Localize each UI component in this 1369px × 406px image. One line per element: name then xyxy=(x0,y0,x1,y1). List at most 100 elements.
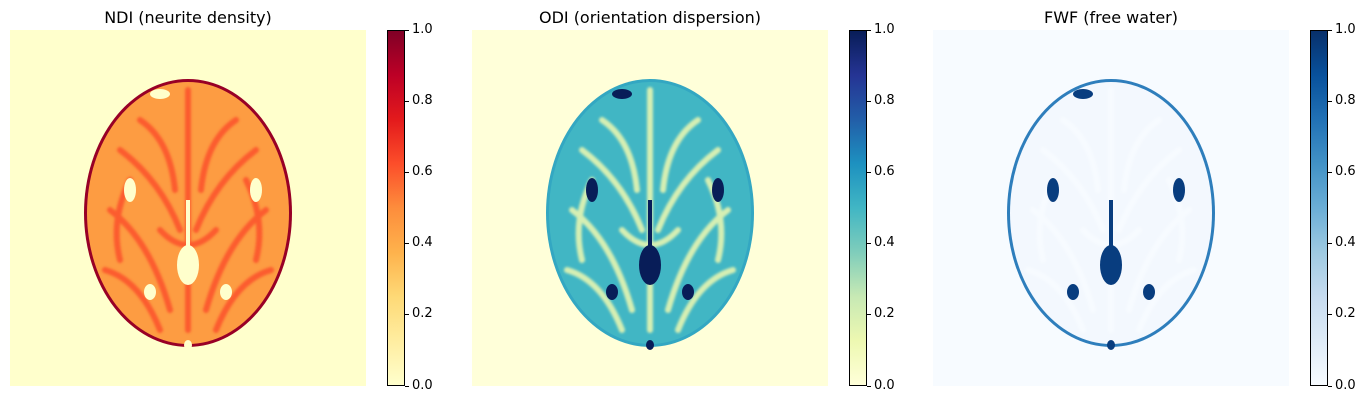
odi-csf-region xyxy=(586,178,598,202)
fwf-tract xyxy=(1116,147,1182,233)
fwf-tick-mark xyxy=(1328,314,1332,316)
ndi-tract xyxy=(243,177,263,263)
fwf-tick-label: 0.8 xyxy=(1335,93,1356,109)
fwf-map-svg xyxy=(933,30,1289,386)
odi-panel: ODI (orientation dispersion) 0.0 0.2 0.4 0.… xyxy=(472,0,895,406)
odi-tract xyxy=(660,117,701,193)
fwf-csf-region xyxy=(1107,340,1115,350)
odi-tick-mark xyxy=(867,172,871,174)
fwf-tick-mark xyxy=(1328,243,1332,245)
ndi-csf-region xyxy=(144,284,156,300)
odi-tick-mark xyxy=(867,101,871,103)
odi-tract xyxy=(579,147,645,233)
odi-tract xyxy=(655,147,721,233)
ndi-tick-label: 0.0 xyxy=(412,377,433,393)
fwf-colorbar-ticks: 0.0 0.2 0.4 0.6 0.8 1.0 xyxy=(1328,22,1368,393)
odi-tract xyxy=(675,267,736,333)
fwf-tick-mark xyxy=(1328,30,1332,31)
odi-colorbar-ticks: 0.0 0.2 0.4 0.6 0.8 1.0 xyxy=(867,22,907,393)
odi-csf-region xyxy=(646,340,654,350)
ndi-csf-region xyxy=(177,245,199,285)
fwf-tick-label: 0.2 xyxy=(1335,306,1356,322)
fwf-tract xyxy=(1025,267,1086,333)
ndi-tick-mark xyxy=(405,101,409,103)
fwf-csf-region xyxy=(1173,178,1185,202)
ndi-csf-region xyxy=(250,178,262,202)
ndi-tick-label: 0.8 xyxy=(412,93,433,109)
odi-csf-region xyxy=(639,245,661,285)
ndi-map xyxy=(10,30,366,386)
fwf-tick-mark xyxy=(1328,172,1332,174)
ndi-tick-label: 0.4 xyxy=(412,235,433,251)
fwf-tick-label: 0.6 xyxy=(1335,164,1356,180)
odi-tick-label: 0.6 xyxy=(874,164,895,180)
ndi-tract xyxy=(137,117,178,193)
fwf-tick-mark xyxy=(1328,101,1332,103)
fwf-tract xyxy=(1121,117,1162,193)
ndi-tick-mark xyxy=(405,172,409,174)
fwf-tract xyxy=(1060,117,1101,193)
fwf-tick-label: 0.0 xyxy=(1335,377,1356,393)
ndi-tick-label: 1.0 xyxy=(412,22,433,37)
ndi-tract xyxy=(198,117,239,193)
ndi-tick-mark xyxy=(405,314,409,316)
ndi-map-svg xyxy=(10,30,366,386)
ndi-tract xyxy=(193,147,259,233)
ndi-colorbar-ticks: 0.0 0.2 0.4 0.6 0.8 1.0 xyxy=(405,22,445,393)
ndi-colorbar xyxy=(387,30,405,386)
fwf-tick-label: 0.4 xyxy=(1335,235,1356,251)
ndi-tract xyxy=(117,147,183,233)
odi-tick-mark xyxy=(867,30,871,31)
odi-tick-mark xyxy=(867,314,871,316)
ndi-title: NDI (neurite density) xyxy=(104,8,272,27)
odi-tract xyxy=(599,117,640,193)
odi-map-svg xyxy=(472,30,828,386)
ndi-csf-region xyxy=(124,178,136,202)
ndi-tract xyxy=(213,267,274,333)
odi-tick-label: 0.4 xyxy=(874,235,895,251)
fwf-csf-region xyxy=(1109,200,1113,250)
fwf-tick-label: 1.0 xyxy=(1335,22,1356,37)
fwf-title: FWF (free water) xyxy=(1043,8,1178,27)
ndi-csf-region xyxy=(184,340,192,350)
ndi-tracts xyxy=(102,87,274,333)
odi-tick-label: 0.0 xyxy=(874,377,895,393)
ndi-csf-region xyxy=(150,89,170,99)
odi-tick-mark xyxy=(867,243,871,245)
fwf-csf-region xyxy=(1143,284,1155,300)
odi-colorbar xyxy=(849,30,867,386)
odi-tick-label: 0.2 xyxy=(874,306,895,322)
ndi-panel: NDI (neurite density) 0.0 0.2 0.4 0.6 0.8 1.0 xyxy=(10,0,433,406)
ndi-tick-mark xyxy=(405,30,409,31)
fwf-csf-region xyxy=(1100,245,1122,285)
ndi-tick-label: 0.6 xyxy=(412,164,433,180)
fwf-colorbar xyxy=(1310,30,1328,386)
fwf-csf-region xyxy=(1067,284,1079,300)
odi-csf-region xyxy=(606,284,618,300)
fwf-csf-region xyxy=(1073,89,1093,99)
odi-map xyxy=(472,30,828,386)
odi-tick-mark xyxy=(867,385,871,387)
fwf-tract xyxy=(1040,147,1106,233)
fwf-csf-region xyxy=(1047,178,1059,202)
fwf-tract xyxy=(1136,267,1197,333)
odi-tick-label: 0.8 xyxy=(874,93,895,109)
odi-tract xyxy=(564,267,625,333)
fwf-tick-mark xyxy=(1328,385,1332,387)
fwf-tract xyxy=(1166,177,1186,263)
odi-csf-region xyxy=(712,178,724,202)
odi-csf-region xyxy=(682,284,694,300)
ndi-tick-label: 0.2 xyxy=(412,306,433,322)
ndi-tract xyxy=(102,267,163,333)
fwf-panel: FWF (free water) 0.0 0.2 0.4 0.6 0.8 1.0 xyxy=(933,0,1369,406)
odi-tract xyxy=(705,177,725,263)
odi-title: ODI (orientation dispersion) xyxy=(538,8,762,27)
ndi-tick-mark xyxy=(405,385,409,387)
ndi-csf-region xyxy=(186,200,190,250)
ndi-tick-mark xyxy=(405,243,409,245)
ndi-csf-region xyxy=(220,284,232,300)
fwf-map xyxy=(933,30,1289,386)
odi-tick-label: 1.0 xyxy=(874,22,895,37)
odi-csf-region xyxy=(612,89,632,99)
odi-csf-region xyxy=(648,200,652,250)
